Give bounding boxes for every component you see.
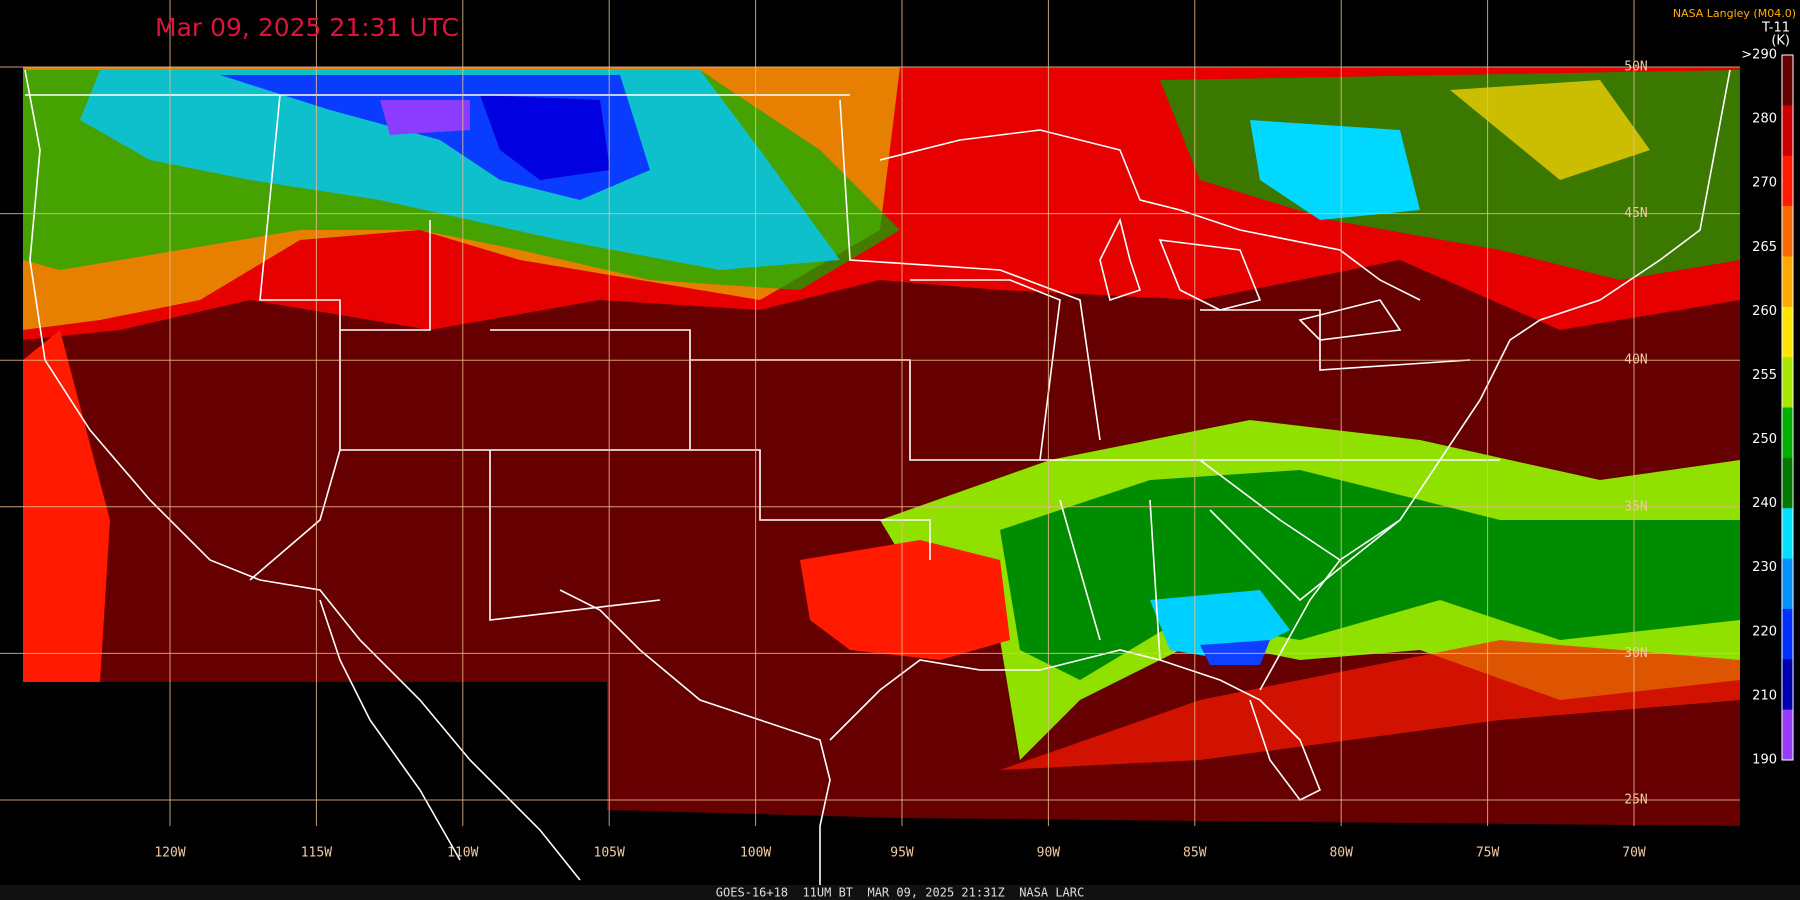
colorbar-segment	[1782, 256, 1793, 308]
longitude-label: 75W	[1476, 846, 1500, 861]
colorbar-frame	[1781, 54, 1794, 761]
units: (K)	[1771, 34, 1790, 49]
longitude-label: 95W	[890, 846, 914, 861]
credit: NASA Langley (M04.0)	[1673, 7, 1796, 20]
colorbar-segment	[1782, 206, 1793, 257]
longitude-label: 105W	[594, 846, 625, 861]
latitude-label: 30N	[1624, 646, 1647, 661]
colorbar-segment	[1782, 306, 1793, 358]
timestamp: Mar 09, 2025 21:31 UTC	[155, 13, 459, 42]
colorbar-label: 255	[1752, 368, 1777, 383]
colorbar-segment	[1782, 608, 1793, 660]
colorbar: >290 280 270 265 260 255 250 240 230 220 210 190	[1741, 48, 1794, 768]
footer-bar	[0, 885, 1800, 900]
colorbar-label: 250	[1752, 432, 1777, 447]
longitude-label: 85W	[1183, 846, 1207, 861]
graticule: 120W 115W 110W 105W 100W 95W 90W 85W 80W 75W 70W 50…	[0, 0, 1740, 861]
colorbar-segment	[1782, 457, 1793, 509]
imagery	[23, 67, 1740, 826]
colorbar-label: 220	[1752, 624, 1777, 639]
colorbar-segment	[1782, 558, 1793, 610]
latitude-label: 50N	[1624, 60, 1647, 75]
footer: GOES-16+18 11UM BT MAR 09, 2025 21:31Z N…	[716, 886, 1084, 900]
latitude-label: 45N	[1624, 206, 1647, 221]
colorbar-label: >290	[1741, 48, 1777, 63]
boundaries	[24, 69, 1731, 900]
colorbar-segment	[1782, 357, 1793, 408]
product: T-11	[1761, 21, 1790, 36]
colorbar-segment	[1782, 709, 1793, 761]
colorbar-label: 230	[1752, 560, 1777, 575]
colorbar-label: 265	[1752, 240, 1777, 255]
colorbar-label: 210	[1752, 688, 1777, 703]
longitude-label: 70W	[1622, 846, 1646, 861]
colorbar-label: 270	[1752, 176, 1777, 191]
colorbar-segment	[1782, 155, 1793, 207]
colorbar-segment	[1782, 407, 1793, 459]
latitude-label: 25N	[1624, 793, 1647, 808]
longitude-label: 110W	[447, 846, 478, 861]
colorbar-segment	[1782, 105, 1793, 157]
latitude-label: 40N	[1624, 353, 1647, 368]
colorbar-label: 260	[1752, 304, 1777, 319]
longitude-label: 120W	[154, 846, 185, 861]
colorbar-segment	[1782, 55, 1793, 106]
colorbar-segment	[1782, 508, 1793, 560]
colorbar-label: 240	[1752, 496, 1777, 511]
longitude-label: 90W	[1037, 846, 1061, 861]
longitude-label: 115W	[301, 846, 332, 861]
latitude-label: 35N	[1624, 499, 1647, 514]
colorbar-segment	[1782, 659, 1793, 711]
longitude-label: 80W	[1329, 846, 1353, 861]
longitude-label: 100W	[740, 846, 771, 861]
colorbar-label: 280	[1752, 112, 1777, 127]
colorbar-label: 190	[1752, 753, 1777, 768]
